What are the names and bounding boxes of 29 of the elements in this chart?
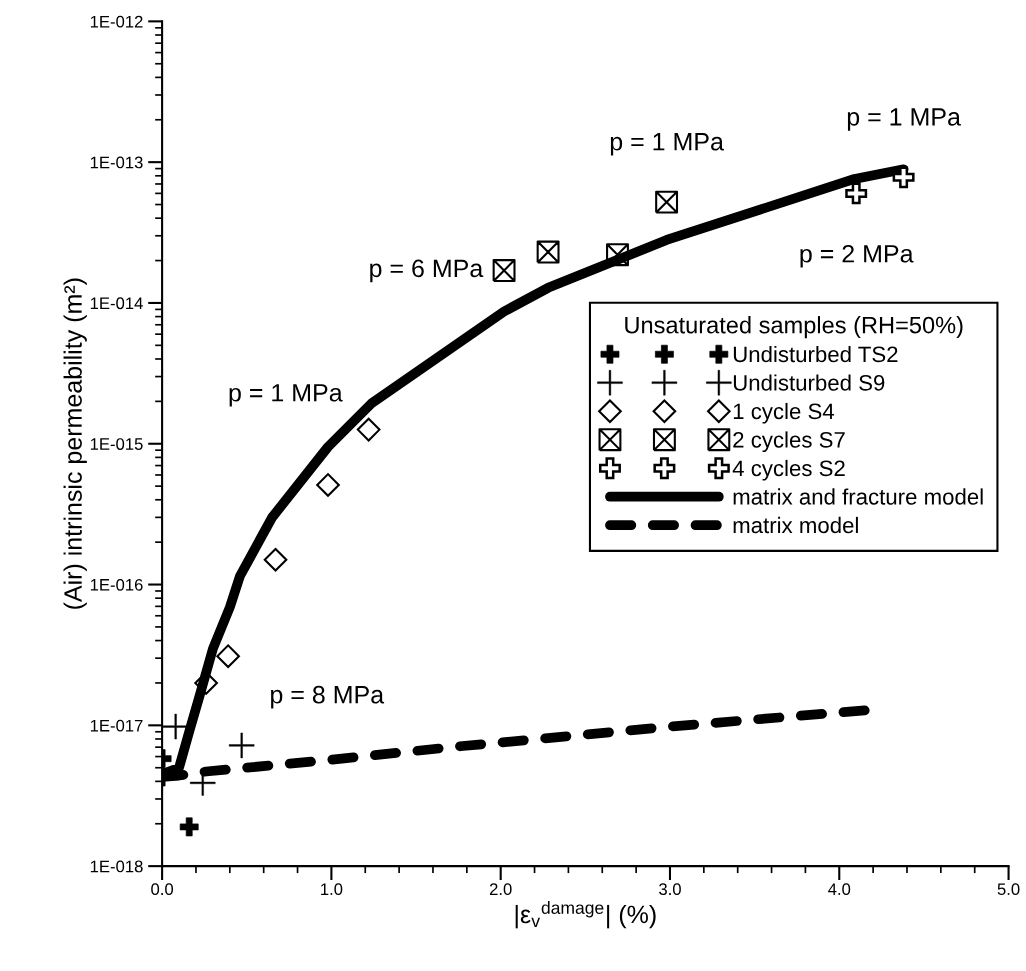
annotation: p = 8 MPa: [271, 685, 385, 709]
y-tick-label: 1E-013: [90, 156, 143, 169]
y-tick-label: 1E-015: [90, 438, 143, 450]
annotation: p = 1 MPa: [229, 384, 343, 407]
legend-title: Unsaturated samples (RH=50%): [625, 316, 963, 339]
legend-label: 2 cycles S7: [733, 431, 845, 453]
x-axis-title: |ε$_{v}$$^{damage}$| (%): [515, 901, 656, 929]
annotation: p = 2 MPa: [800, 244, 914, 268]
annotation: p = 1 MPa: [847, 108, 961, 131]
y-tick-label: 1E-018: [90, 860, 143, 873]
legend-label: 4 cycles S2: [732, 459, 845, 481]
legend-label: matrix model: [733, 516, 858, 534]
y-axis-title: (Air) intrinsic permeability (m²): [63, 278, 87, 609]
legend-label: matrix and fracture model: [733, 488, 983, 505]
x-tick-label: 4.0: [828, 883, 851, 896]
legend-label: Undisturbed S9: [733, 374, 885, 391]
x-tick-label: 0.0: [151, 883, 174, 896]
y-tick-label: 1E-012: [90, 15, 143, 28]
x-tick-label: 3.0: [659, 883, 681, 896]
x-tick-label: 1.0: [321, 883, 343, 896]
legend-label: Undisturbed TS2: [733, 345, 898, 363]
x-tick-label: 5.0: [997, 883, 1020, 896]
legend-label: 1 cycle S4: [733, 402, 835, 424]
annotation: p = 1 MPa: [610, 133, 724, 156]
y-tick-label: 1E-016: [90, 578, 143, 591]
y-tick-label: 1E-014: [90, 297, 143, 310]
annotation: p = 6 MPa: [370, 259, 484, 283]
y-tick-label: 1E-017: [90, 719, 143, 732]
x-tick-label: 2.0: [489, 883, 512, 896]
